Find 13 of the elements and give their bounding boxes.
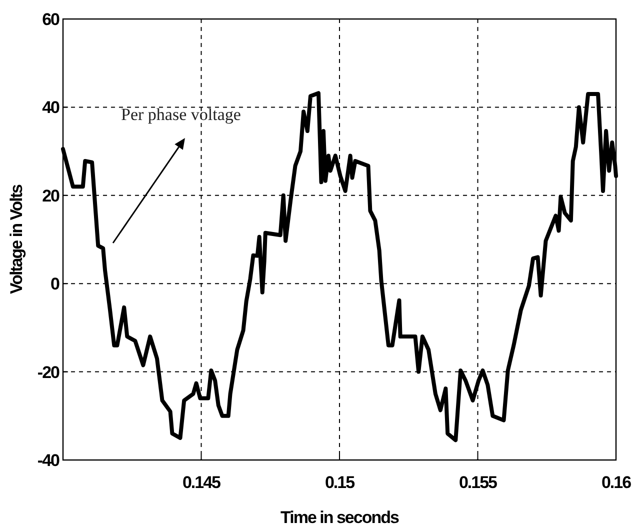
x-tick-label: 0.16 bbox=[601, 473, 632, 492]
x-tick-label: 0.155 bbox=[458, 473, 498, 492]
y-tick-label: 60 bbox=[42, 10, 60, 29]
y-tick-label: 0 bbox=[50, 274, 60, 294]
x-tick-label: 0.145 bbox=[182, 473, 221, 492]
y-tick-label: 40 bbox=[42, 98, 60, 118]
y-tick-label: -40 bbox=[37, 451, 60, 470]
x-axis-title: Time in seconds bbox=[280, 508, 399, 527]
y-tick-label: 20 bbox=[42, 186, 60, 206]
y-tick-label: -20 bbox=[37, 362, 60, 382]
annotation: Per phase voltage bbox=[121, 105, 241, 124]
y-axis-title: Voltage in Volts bbox=[7, 184, 26, 294]
x-tick-label: 0.15 bbox=[324, 473, 355, 492]
